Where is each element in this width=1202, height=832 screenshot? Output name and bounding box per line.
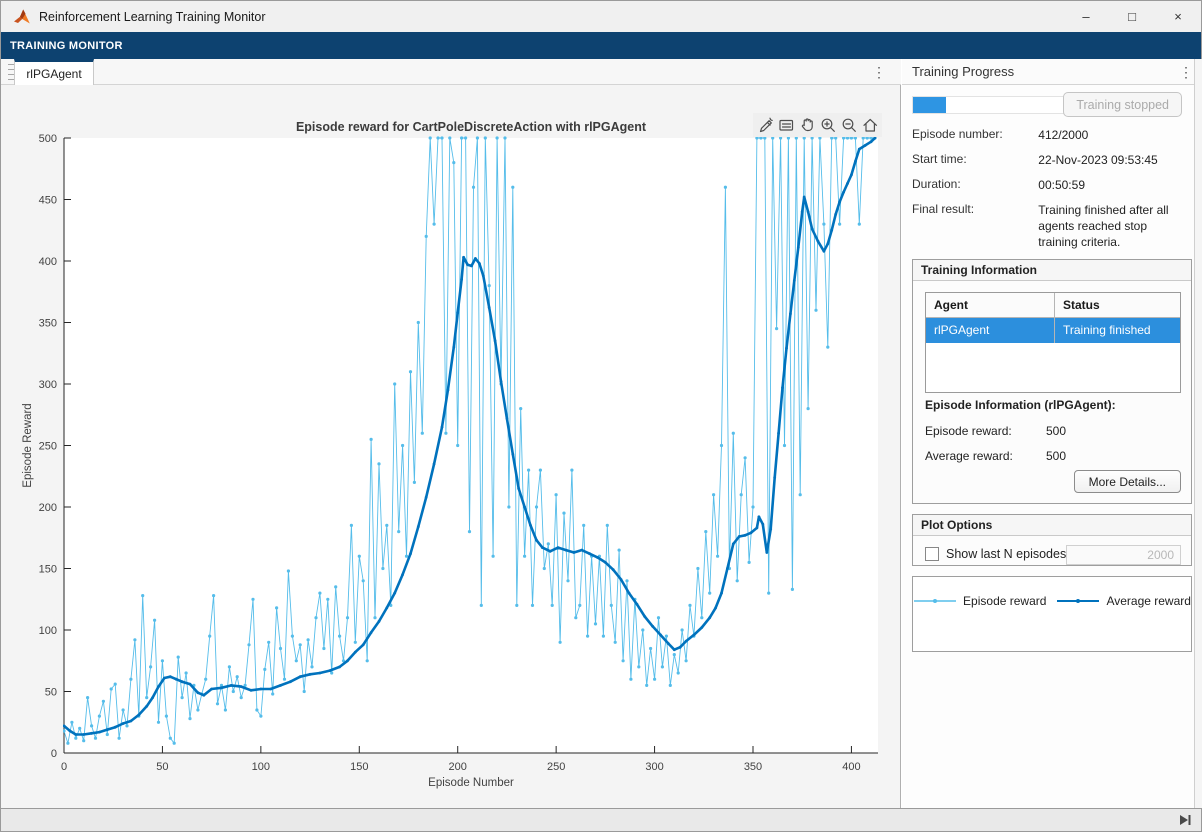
svg-text:450: 450 [39, 195, 57, 207]
svg-text:Episode Number: Episode Number [428, 777, 514, 789]
zoom-out-icon[interactable] [839, 114, 859, 136]
episode-information-title: Episode Information (rlPGAgent): [925, 398, 1116, 412]
episode-reward-line-sample [914, 599, 957, 603]
status-bar [1, 808, 1201, 831]
progress-bar [912, 96, 1072, 114]
status-cell: Training finished [1062, 323, 1151, 337]
svg-text:150: 150 [39, 564, 57, 576]
close-button[interactable]: × [1174, 9, 1182, 24]
episode-reward-row: Episode reward: 500 [925, 424, 1066, 438]
svg-text:200: 200 [449, 761, 467, 773]
svg-text:0: 0 [61, 761, 67, 773]
tab-strip [1, 59, 901, 85]
legend-panel: Episode reward Average reward [912, 576, 1192, 652]
svg-text:350: 350 [39, 318, 57, 330]
svg-text:400: 400 [39, 256, 57, 268]
training-information-section: Training Information Agent Status rlPGAg… [912, 259, 1192, 504]
tab-rlpgagent[interactable]: rlPGAgent [14, 59, 94, 85]
table-header-row: Agent Status [926, 293, 1180, 318]
episode-number-value: 412/2000 [1038, 128, 1089, 142]
legend-label-episode-reward: Episode reward [963, 594, 1047, 608]
svg-text:50: 50 [45, 687, 57, 699]
maximize-button[interactable]: □ [1128, 9, 1136, 24]
svg-text:0: 0 [51, 748, 57, 760]
final-result-row: Final result: Training finished after al… [912, 202, 1184, 251]
episode-number-label: Episode number: [912, 127, 1003, 141]
more-details-button[interactable]: More Details... [1073, 470, 1181, 493]
start-time-value: 22-Nov-2023 09:53:45 [1038, 153, 1158, 167]
duration-row: Duration: 00:50:59 [912, 177, 1184, 193]
home-icon[interactable] [860, 114, 880, 136]
reward-chart: Episode reward for CartPoleDiscreteActio… [22, 120, 878, 789]
svg-text:50: 50 [156, 761, 168, 773]
svg-text:350: 350 [744, 761, 762, 773]
episode-reward-label: Episode reward: [925, 424, 1012, 438]
svg-text:300: 300 [39, 379, 57, 391]
svg-text:100: 100 [39, 625, 57, 637]
status-column-header: Status [1062, 298, 1100, 312]
training-progress-header: Training Progress [902, 59, 1194, 85]
tab-grip-icon [8, 64, 14, 80]
agent-status-table: Agent Status rlPGAgent Training finished [925, 292, 1181, 393]
svg-text:400: 400 [842, 761, 860, 773]
start-time-row: Start time: 22-Nov-2023 09:53:45 [912, 152, 1184, 168]
svg-text:Episode reward for CartPoleDis: Episode reward for CartPoleDiscreteActio… [296, 120, 647, 134]
figure-area: Episode reward for CartPoleDiscreteActio… [1, 85, 901, 808]
export-icon[interactable] [755, 114, 775, 136]
svg-text:300: 300 [645, 761, 663, 773]
episode-reward-value: 500 [1046, 424, 1067, 438]
duration-value: 00:50:59 [1038, 178, 1085, 192]
tab-options-kebab-icon[interactable]: ⋮ [872, 64, 886, 80]
agent-cell: rlPGAgent [926, 318, 1055, 343]
final-result-value: Training finished after all agents reach… [1038, 203, 1169, 250]
table-empty-area [926, 343, 1180, 392]
progress-bar-fill [913, 97, 946, 113]
zoom-in-icon[interactable] [818, 114, 838, 136]
average-reward-label: Average reward: [925, 449, 1013, 463]
svg-text:250: 250 [547, 761, 565, 773]
panel-title: Training Progress [912, 64, 1015, 79]
show-last-n-checkbox[interactable] [925, 547, 939, 561]
svg-text:250: 250 [39, 441, 57, 453]
svg-text:Episode Reward: Episode Reward [22, 403, 34, 487]
datatip-icon[interactable] [776, 114, 796, 136]
svg-text:500: 500 [39, 133, 57, 145]
training-progress-panel: Training stopped Episode number: 412/200… [902, 85, 1194, 808]
legend-entry-average-reward: Average reward [1056, 594, 1191, 608]
training-stopped-button[interactable]: Training stopped [1063, 92, 1182, 117]
n-episodes-input[interactable] [1066, 545, 1181, 565]
episode-number-row: Episode number: 412/2000 [912, 127, 1184, 143]
show-last-n-label: Show last N episodes [946, 547, 1067, 561]
matlab-logo-icon [14, 9, 30, 23]
title-bar: Reinforcement Learning Training Monitor … [1, 1, 1201, 32]
svg-text:150: 150 [350, 761, 368, 773]
plot-options-title: Plot Options [921, 518, 993, 532]
legend-label-average-reward: Average reward [1106, 594, 1191, 608]
right-gutter [1194, 59, 1202, 808]
svg-text:200: 200 [39, 502, 57, 514]
plot-options-section: Plot Options Show last N episodes [912, 514, 1192, 566]
svg-text:100: 100 [252, 761, 270, 773]
agent-column-header: Agent [926, 293, 1055, 317]
minimize-button[interactable]: – [1082, 9, 1090, 24]
duration-label: Duration: [912, 177, 961, 191]
axes-toolbar [753, 113, 882, 137]
average-reward-value: 500 [1046, 449, 1067, 463]
ribbon-label: TRAINING MONITOR [10, 39, 123, 52]
table-row-rlpgagent[interactable]: rlPGAgent Training finished [926, 318, 1180, 343]
panel-options-kebab-icon[interactable]: ⋮ [1179, 64, 1193, 80]
window-title: Reinforcement Learning Training Monitor [39, 9, 266, 24]
expand-panel-icon[interactable] [1177, 813, 1193, 827]
average-reward-row: Average reward: 500 [925, 449, 1066, 463]
final-result-label: Final result: [912, 202, 975, 216]
ribbon-bar: TRAINING MONITOR [1, 32, 1201, 59]
legend-entry-episode-reward: Episode reward [913, 594, 1046, 608]
start-time-label: Start time: [912, 152, 967, 166]
average-reward-line-sample [1057, 599, 1100, 603]
training-information-title: Training Information [921, 263, 1037, 277]
pan-icon[interactable] [797, 114, 817, 136]
